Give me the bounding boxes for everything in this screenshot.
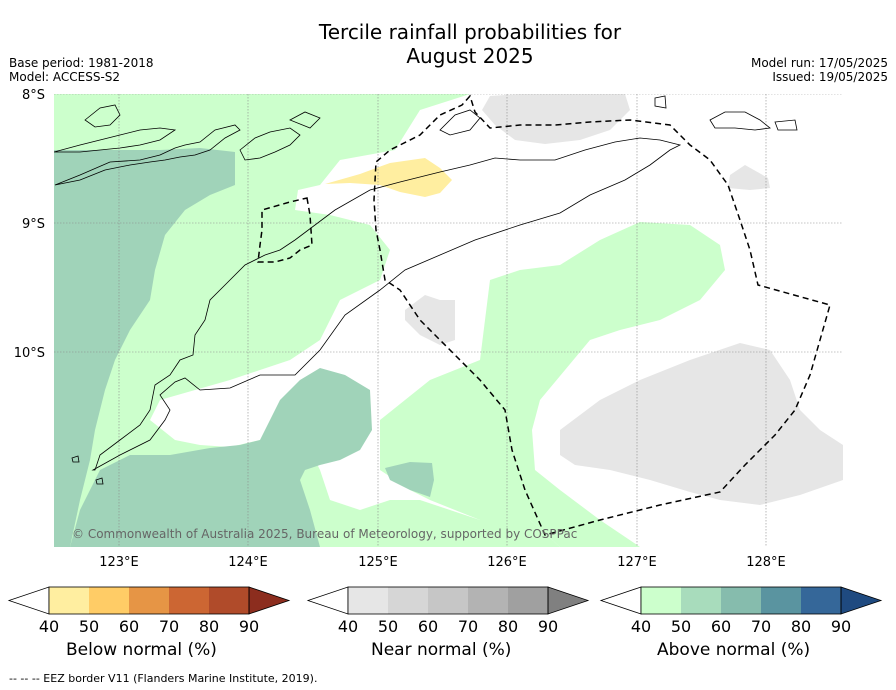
- above-normal-50-region-south: [70, 368, 372, 547]
- colorbar-min-triangle: [599, 586, 642, 615]
- colorbar-tick-label: 70: [751, 617, 771, 636]
- map-copyright: © Commonwealth of Australia 2025, Bureau…: [72, 527, 577, 541]
- colorbar-label-below: Below normal (%): [66, 640, 217, 660]
- colorbar-segment: [468, 587, 508, 614]
- colorbar-tick-label: 80: [199, 617, 219, 636]
- colorbar-above-normal: 40 50 60 70 80 90: [599, 586, 883, 636]
- colorbar-tick-label: 90: [538, 617, 558, 636]
- colorbar-segment: [209, 587, 249, 614]
- colorbar-segment: [89, 587, 129, 614]
- lon-label-123e: 123°E: [99, 555, 139, 570]
- below-normal-40-patch: [325, 158, 452, 197]
- above-normal-50-region: [54, 148, 235, 547]
- colorbar-tick-label: 60: [119, 617, 139, 636]
- colorbar-tick-label: 50: [671, 617, 691, 636]
- near-normal-40-patch-north: [482, 94, 630, 144]
- colorbar-tick-label: 60: [418, 617, 438, 636]
- colorbar-tick-label: 40: [338, 617, 358, 636]
- colorbar-max-triangle: [248, 586, 291, 615]
- above-normal-40-region-east: [380, 222, 725, 547]
- issued-date: Issued: 19/05/2025: [772, 70, 888, 84]
- near-normal-40-patch-southeast: [560, 343, 843, 505]
- colorbar-tick-label: 80: [498, 617, 518, 636]
- colorbar-outline: [48, 586, 250, 615]
- colorbar-tick-label: 40: [39, 617, 59, 636]
- colorbar-segment: [641, 587, 681, 614]
- colorbar-label-above: Above normal (%): [657, 640, 811, 660]
- colorbar-segment: [129, 587, 169, 614]
- colorbar-below-normal: 40 50 60 70 80 90: [7, 586, 291, 636]
- colorbar-segment: [801, 587, 841, 614]
- colorbar-label-near: Near normal (%): [371, 640, 512, 660]
- colorbar-segment: [721, 587, 761, 614]
- lat-label-10s: 10°S: [14, 346, 45, 361]
- colorbar-segment: [169, 587, 209, 614]
- colorbar-segment: [49, 587, 89, 614]
- colorbar-near-normal: 40 50 60 70 80 90: [306, 586, 590, 636]
- colorbar-segment: [508, 587, 548, 614]
- above-normal-50-patch: [385, 462, 434, 497]
- lon-label-126e: 126°E: [487, 555, 527, 570]
- map-gridlines: [54, 94, 843, 547]
- coastlines: [54, 95, 798, 485]
- model-name: Model: ACCESS-S2: [9, 70, 121, 84]
- colorbar-segment: [761, 587, 801, 614]
- lon-label-124e: 124°E: [228, 555, 268, 570]
- colorbar-tick-label: 50: [79, 617, 99, 636]
- model-run: Model run: 17/05/2025: [750, 56, 888, 70]
- lon-label-127e: 127°E: [617, 555, 657, 570]
- colorbar-tick-label: 70: [159, 617, 179, 636]
- map-title-line1: Tercile rainfall probabilities for: [318, 20, 622, 44]
- colorbar-tick-label: 40: [631, 617, 651, 636]
- colorbar-max-triangle: [840, 586, 883, 615]
- eez-border: [257, 197, 313, 263]
- map-title-line2: August 2025: [406, 44, 534, 68]
- lat-label-9s: 9°S: [22, 217, 45, 232]
- colorbar-segment: [428, 587, 468, 614]
- rainfall-map: © Commonwealth of Australia 2025, Bureau…: [14, 88, 843, 570]
- colorbar-min-triangle: [306, 586, 349, 615]
- lon-label-125e: 125°E: [358, 555, 398, 570]
- colorbar-max-triangle: [547, 586, 590, 615]
- colorbar-outline: [347, 586, 549, 615]
- colorbar-segment: [348, 587, 388, 614]
- eez-footer-note: -- -- -- EEZ border V11 (Flanders Marine…: [9, 672, 318, 685]
- near-normal-40-patch-east: [728, 165, 770, 190]
- colorbar-tick-label: 80: [791, 617, 811, 636]
- colorbar-tick-label: 90: [239, 617, 259, 636]
- colorbar-segment: [681, 587, 721, 614]
- near-normal-40-patch-center: [405, 295, 455, 345]
- colorbar-tick-label: 50: [378, 617, 398, 636]
- colorbar-tick-label: 90: [831, 617, 851, 636]
- colorbar-min-triangle: [7, 586, 50, 615]
- colorbars: 40 50 60 70 80 90 40 50 60 70 80 90 40 50 60 70 80 90: [7, 586, 883, 636]
- colorbar-tick-label: 60: [711, 617, 731, 636]
- base-period: Base period: 1981-2018: [9, 56, 154, 70]
- eez-border-east: [373, 94, 831, 536]
- lon-label-128e: 128°E: [746, 555, 786, 570]
- colorbar-tick-label: 70: [458, 617, 478, 636]
- colorbar-outline: [640, 586, 842, 615]
- lat-label-8s: 8°S: [22, 88, 45, 103]
- colorbar-segment: [388, 587, 428, 614]
